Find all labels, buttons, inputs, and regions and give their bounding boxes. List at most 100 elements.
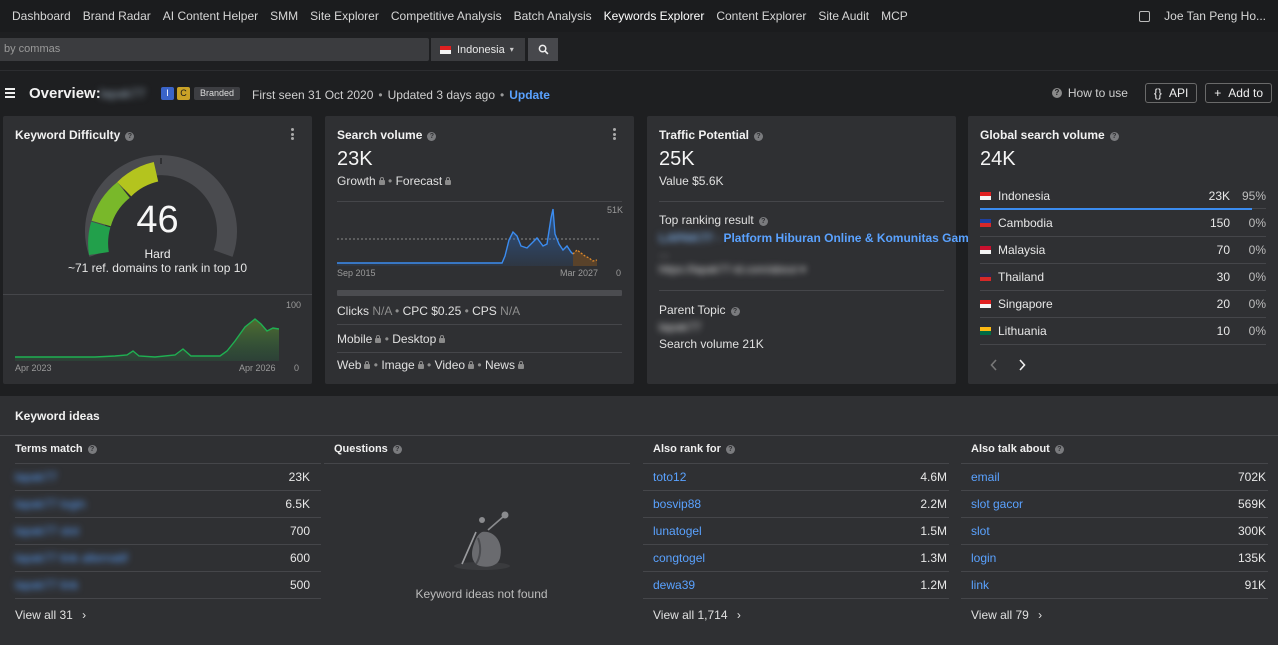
nav-competitive-analysis[interactable]: Competitive Analysis <box>390 9 502 23</box>
api-button[interactable]: {} API <box>1144 83 1198 103</box>
web-label[interactable]: Web <box>337 358 362 372</box>
country-share: 95% <box>1241 188 1266 203</box>
questions-title[interactable]: Questions <box>334 443 388 455</box>
terms-match-title[interactable]: Terms match <box>15 443 83 455</box>
nav-content-explorer[interactable]: Content Explorer <box>716 9 807 23</box>
empty-state-illustration-icon <box>454 511 510 570</box>
kd-chart-x-end: Apr 2026 <box>239 363 276 373</box>
help-icon[interactable]: ? <box>427 132 437 141</box>
growth-label[interactable]: Growth <box>337 174 376 188</box>
keyword-link[interactable]: bosvip88 <box>653 496 702 511</box>
parent-topic-keyword[interactable]: lapak77 <box>659 320 702 334</box>
keyword-link[interactable]: lapak77 login <box>15 496 86 511</box>
help-icon[interactable]: ? <box>392 445 402 454</box>
search-button[interactable] <box>528 38 558 61</box>
also-rank-for-title[interactable]: Also rank for <box>653 443 721 455</box>
nav-smm[interactable]: SMM <box>270 9 299 23</box>
country-row[interactable]: Indonesia 23K 95% <box>980 182 1266 209</box>
keyword-link[interactable]: dewa39 <box>653 577 696 592</box>
nav-ai-content-helper[interactable]: AI Content Helper <box>162 9 259 23</box>
help-icon[interactable]: ? <box>125 132 135 141</box>
nav-brand-radar[interactable]: Brand Radar <box>82 9 151 23</box>
keyword-link[interactable]: slot gacor <box>971 496 1024 511</box>
tp-title-text: Traffic Potential <box>659 128 750 142</box>
help-icon[interactable]: ? <box>730 307 740 316</box>
keyword-search-input[interactable]: by commas <box>0 38 429 61</box>
cps-label: CPS <box>472 304 497 318</box>
header-divider <box>0 70 1278 71</box>
row-divider <box>15 490 321 491</box>
keyword-link[interactable]: congtogel <box>653 550 706 565</box>
help-icon[interactable]: ? <box>754 132 764 141</box>
row-divider <box>961 517 1268 518</box>
window-icon[interactable] <box>1139 10 1151 22</box>
country-row[interactable]: Malaysia 70 0% <box>980 236 1266 263</box>
keyword-link[interactable]: lapak77 slot <box>15 523 80 538</box>
nav-mcp[interactable]: MCP <box>881 9 908 23</box>
country-select[interactable]: Indonesia ▾ <box>431 38 525 61</box>
country-row[interactable]: Cambodia 150 0% <box>980 209 1266 236</box>
country-name: Lithuania <box>998 323 1047 338</box>
menu-icon[interactable] <box>5 88 15 98</box>
keyword-link[interactable]: lapak77 link <box>15 577 79 592</box>
also-talk-about-title[interactable]: Also talk about <box>971 443 1050 455</box>
also-rank-for-column: Also rank for? toto12 4.6M bosvip88 2.2M l… <box>643 436 949 645</box>
indonesia-flag-icon <box>440 45 451 54</box>
keyword-link[interactable]: toto12 <box>653 469 687 484</box>
help-icon[interactable]: ? <box>1109 132 1119 141</box>
user-menu[interactable]: Joe Tan Peng Ho... <box>1139 0 1266 32</box>
overview-keyword: lapak77 <box>100 86 146 101</box>
image-label[interactable]: Image <box>381 358 415 372</box>
country-row[interactable]: Thailand 30 0% <box>980 263 1266 290</box>
kd-more-menu-icon[interactable] <box>291 128 294 142</box>
view-all-terms-link[interactable]: View all 31 › <box>15 608 86 622</box>
top-ranking-result-link[interactable]: LAPAK77 - Platform Hiburan Online & Komu… <box>659 231 976 245</box>
country-share: 0% <box>1248 215 1266 230</box>
mobile-label[interactable]: Mobile <box>337 332 373 346</box>
keyword-link[interactable]: lapak77 <box>15 469 58 484</box>
parent-topic-label: Parent Topic? <box>659 303 740 317</box>
lock-icon <box>468 361 475 369</box>
keyword-link[interactable]: login <box>971 550 997 565</box>
keyword-link[interactable]: lunatogel <box>653 523 702 538</box>
keyword-volume: 702K <box>1237 469 1266 484</box>
row-divider <box>643 571 949 572</box>
terms-match-header: Terms match? <box>15 443 97 455</box>
nav-site-explorer[interactable]: Site Explorer <box>310 9 379 23</box>
sv-device-row: Mobile • Desktop <box>337 332 446 346</box>
keyword-link[interactable]: slot <box>971 523 990 538</box>
chevron-right-icon[interactable] <box>1018 359 1026 371</box>
overview-meta: First seen 31 Oct 2020 • Updated 3 days ag… <box>252 88 550 102</box>
country-row[interactable]: Lithuania 10 0% <box>980 317 1266 344</box>
kd-gauge <box>85 155 237 257</box>
table-row: lapak77 link 500 <box>15 571 310 598</box>
video-label[interactable]: Video <box>434 358 466 372</box>
help-icon[interactable]: ? <box>87 445 97 454</box>
nav-site-audit[interactable]: Site Audit <box>818 9 870 23</box>
help-icon[interactable]: ? <box>725 445 735 454</box>
help-icon[interactable]: ? <box>1054 445 1064 454</box>
nav-dashboard[interactable]: Dashboard <box>12 9 71 23</box>
desktop-label[interactable]: Desktop <box>392 332 437 346</box>
keyword-link[interactable]: email <box>971 469 1000 484</box>
view-all-also-rank-link[interactable]: View all 1,714 › <box>653 608 741 622</box>
forecast-label[interactable]: Forecast <box>395 174 443 188</box>
chevron-left-icon[interactable] <box>990 359 998 371</box>
sv-more-menu-icon[interactable] <box>613 128 616 142</box>
view-all-also-talk-link[interactable]: View all 79 › <box>971 608 1042 622</box>
update-link[interactable]: Update <box>509 88 550 102</box>
keyword-link[interactable]: link <box>971 577 990 592</box>
user-name[interactable]: Joe Tan Peng Ho... <box>1164 9 1266 23</box>
result-url[interactable]: https://lapak77-id.com/about ▾ <box>659 264 806 276</box>
add-to-button[interactable]: + Add to <box>1205 83 1272 103</box>
country-row[interactable]: Singapore 20 0% <box>980 290 1266 317</box>
news-label[interactable]: News <box>484 358 515 372</box>
sv-chart-scrollbar[interactable] <box>337 290 622 296</box>
keyword-link[interactable]: lapak77 link alternatif <box>15 550 128 565</box>
nav-batch-analysis[interactable]: Batch Analysis <box>513 9 592 23</box>
sv-chart-max: 51K <box>607 205 624 215</box>
nav-keywords-explorer[interactable]: Keywords Explorer <box>603 9 705 23</box>
help-icon[interactable]: ? <box>758 217 768 226</box>
how-to-use-link[interactable]: ? How to use <box>1051 86 1128 100</box>
country-name: Indonesia <box>998 188 1051 203</box>
